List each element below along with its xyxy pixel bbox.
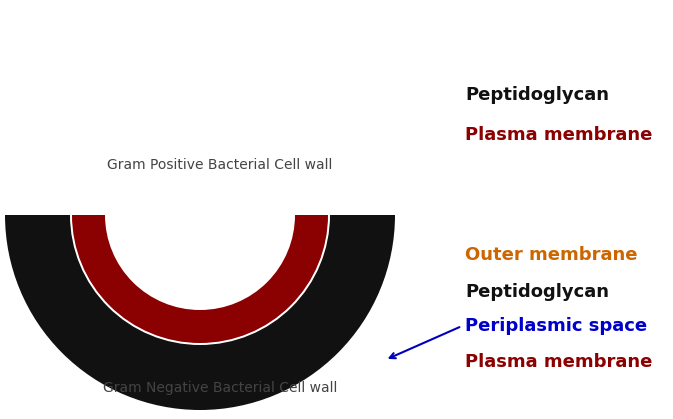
Text: Periplasmic space: Periplasmic space bbox=[465, 317, 647, 335]
Text: Peptidoglycan: Peptidoglycan bbox=[465, 283, 609, 301]
Text: Peptidoglycan: Peptidoglycan bbox=[465, 86, 609, 104]
Wedge shape bbox=[5, 215, 395, 410]
Text: Outer membrane: Outer membrane bbox=[465, 246, 637, 264]
Wedge shape bbox=[72, 215, 328, 343]
Text: Gram Negative Bacterial Cell wall: Gram Negative Bacterial Cell wall bbox=[103, 381, 337, 395]
Text: Plasma membrane: Plasma membrane bbox=[465, 126, 652, 144]
Text: Plasma membrane: Plasma membrane bbox=[465, 353, 652, 371]
Text: Gram Positive Bacterial Cell wall: Gram Positive Bacterial Cell wall bbox=[107, 158, 332, 172]
